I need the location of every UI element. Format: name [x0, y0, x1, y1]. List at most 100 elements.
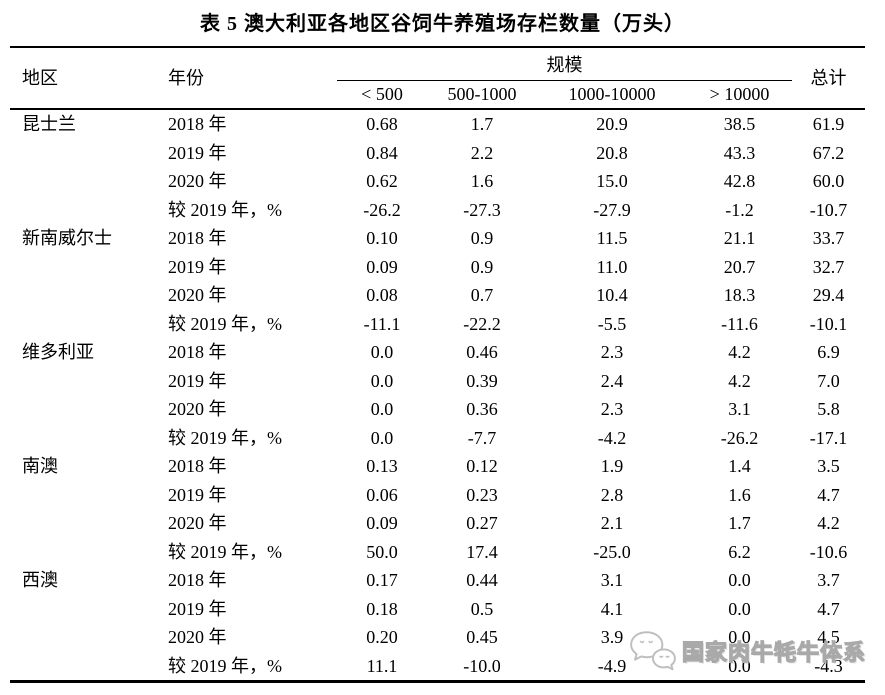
table-row: 较 2019 年，% 11.1 -10.0 -4.9 0.0 -4.3: [10, 652, 865, 682]
value-cell: -22.2: [463, 313, 501, 334]
year-cell: 较 2019 年，%: [168, 313, 282, 334]
total-cell: 7.0: [817, 370, 840, 391]
value-cell: -10.0: [463, 655, 501, 676]
year-cell: 2018 年: [168, 342, 227, 362]
value-cell: 3.1: [728, 399, 751, 419]
total-cell: 5.8: [817, 399, 840, 419]
total-cell: 4.5: [817, 627, 840, 647]
value-cell: 0.0: [370, 399, 394, 419]
value-cell: 18.3: [723, 285, 756, 305]
col-header-region: 地区: [10, 47, 160, 110]
value-cell: -27.3: [463, 199, 501, 220]
year-cell: 2020 年: [168, 513, 227, 533]
table-row: 2020 年 0.62 1.6 15.0 42.8 60.0: [10, 167, 865, 196]
col-header-scale-lt500: < 500: [337, 80, 427, 110]
year-cell: 较 2019 年，%: [168, 655, 282, 676]
value-cell: -11.1: [363, 313, 401, 334]
total-cell: -10.1: [809, 313, 848, 334]
value-cell: 0.36: [466, 399, 498, 419]
total-cell: 32.7: [812, 256, 845, 277]
value-cell: 0.0: [728, 598, 751, 619]
value-cell: 17.4: [466, 541, 498, 562]
table-row: 昆士兰 2018 年 0.68 1.7 20.9 38.5 61.9: [10, 109, 865, 139]
value-cell: 0.06: [366, 484, 398, 505]
year-cell: 2018 年: [168, 456, 227, 476]
total-cell: 61.9: [812, 114, 845, 134]
value-cell: 0.20: [366, 627, 398, 647]
year-cell: 2019 年: [168, 142, 227, 163]
year-cell: 2018 年: [168, 228, 227, 248]
col-header-year: 年份: [160, 47, 337, 110]
total-cell: 33.7: [812, 228, 845, 248]
value-cell: 20.7: [723, 256, 756, 277]
value-cell: 20.9: [596, 114, 628, 134]
value-cell: 15.0: [596, 171, 628, 191]
year-cell: 较 2019 年，%: [168, 541, 282, 562]
total-cell: 6.9: [817, 342, 840, 362]
table-row: 2019 年 0.06 0.23 2.8 1.6 4.7: [10, 481, 865, 510]
year-cell: 2019 年: [168, 598, 227, 619]
value-cell: 0.46: [466, 342, 498, 362]
value-cell: 1.4: [728, 456, 751, 476]
value-cell: 0.5: [470, 598, 494, 619]
value-cell: 2.1: [600, 513, 624, 533]
value-cell: 1.6: [728, 484, 751, 505]
value-cell: 4.1: [600, 598, 624, 619]
value-cell: 20.8: [596, 142, 628, 163]
value-cell: 21.1: [723, 228, 756, 248]
region-cell: 南澳: [22, 456, 58, 476]
value-cell: 38.5: [723, 114, 756, 134]
table-row: 西澳 2018 年 0.17 0.44 3.1 0.0 3.7: [10, 566, 865, 595]
value-cell: 11.0: [596, 256, 628, 277]
value-cell: -26.2: [363, 199, 401, 220]
value-cell: 4.2: [728, 342, 751, 362]
table-row: 2019 年 0.0 0.39 2.4 4.2 7.0: [10, 367, 865, 396]
value-cell: -25.0: [593, 541, 631, 562]
table-row: 2019 年 0.18 0.5 4.1 0.0 4.7: [10, 595, 865, 624]
col-header-scale-500-1000: 500-1000: [427, 80, 537, 110]
value-cell: -1.2: [725, 199, 754, 220]
total-cell: -10.6: [809, 541, 848, 562]
year-cell: 2019 年: [168, 256, 227, 277]
total-cell: -10.7: [809, 199, 848, 220]
value-cell: -4.9: [597, 655, 627, 676]
value-cell: 2.2: [470, 142, 494, 163]
value-cell: -4.2: [597, 427, 627, 448]
value-cell: 0.09: [366, 256, 398, 277]
year-cell: 较 2019 年，%: [168, 427, 282, 448]
value-cell: 6.2: [728, 541, 751, 562]
year-cell: 2018 年: [168, 114, 227, 134]
col-header-scale: 规模: [337, 47, 792, 81]
value-cell: 11.1: [366, 655, 398, 676]
value-cell: 1.7: [728, 513, 751, 533]
year-cell: 2020 年: [168, 171, 227, 191]
value-cell: 0.0: [370, 370, 394, 391]
value-cell: 0.13: [366, 456, 398, 476]
year-cell: 2019 年: [168, 484, 227, 505]
total-cell: 4.7: [817, 598, 840, 619]
value-cell: 0.9: [470, 228, 494, 248]
total-cell: 60.0: [812, 171, 845, 191]
total-cell: 4.2: [817, 513, 840, 533]
total-cell: 29.4: [812, 285, 845, 305]
table-row: 2019 年 0.09 0.9 11.0 20.7 32.7: [10, 253, 865, 282]
table-row: 2020 年 0.08 0.7 10.4 18.3 29.4: [10, 281, 865, 310]
table-row: 2019 年 0.84 2.2 20.8 43.3 67.2: [10, 139, 865, 168]
table-body: 昆士兰 2018 年 0.68 1.7 20.9 38.5 61.9 2019 …: [10, 109, 865, 682]
table-row: 2020 年 0.09 0.27 2.1 1.7 4.2: [10, 509, 865, 538]
value-cell: 2.8: [600, 484, 624, 505]
data-table: 地区 年份 规模 总计 < 500 500-1000 1000-10000 > …: [10, 46, 865, 683]
value-cell: 0.44: [466, 570, 498, 590]
table-row: 维多利亚 2018 年 0.0 0.46 2.3 4.2 6.9: [10, 338, 865, 367]
value-cell: 2.4: [600, 370, 624, 391]
value-cell: 11.5: [596, 228, 628, 248]
total-cell: -4.3: [814, 655, 843, 676]
region-cell: 维多利亚: [22, 342, 94, 362]
total-cell: 67.2: [812, 142, 845, 163]
total-cell: 4.7: [817, 484, 840, 505]
value-cell: 10.4: [596, 285, 628, 305]
value-cell: 43.3: [723, 142, 756, 163]
table-row: 较 2019 年，% -11.1 -22.2 -5.5 -11.6 -10.1: [10, 310, 865, 339]
value-cell: 0.62: [366, 171, 398, 191]
